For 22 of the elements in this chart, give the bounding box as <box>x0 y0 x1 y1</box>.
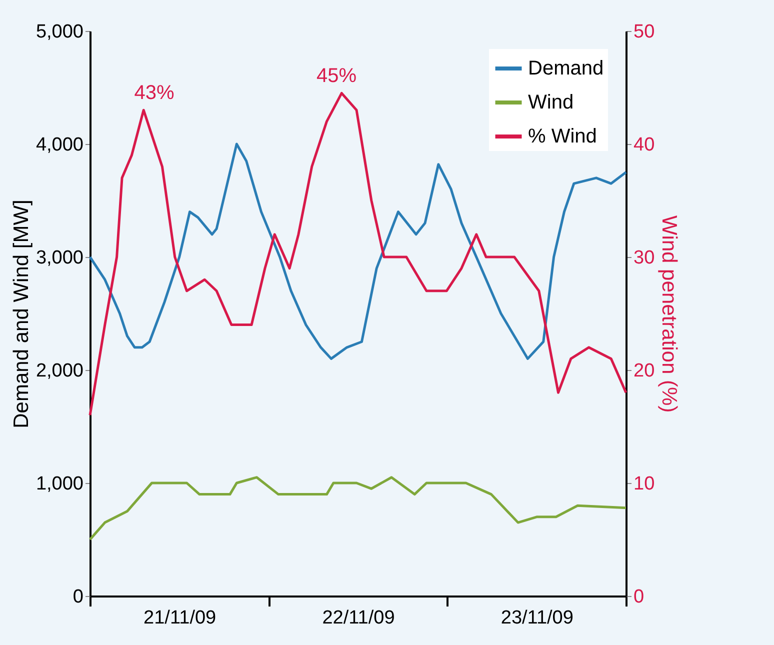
legend-label: Demand <box>528 58 604 80</box>
y-tick-label: 1,000 <box>36 474 84 494</box>
y2-tick-label: 40 <box>634 134 655 156</box>
annotation: 43% <box>134 82 175 104</box>
y2-tick-label: 20 <box>634 360 655 382</box>
y-tick-label: 0 <box>72 586 84 608</box>
y-axis-title: Demand and Wind [MW] <box>10 200 33 428</box>
y2-tick-label: 0 <box>634 586 644 608</box>
y-tick-label: 2,000 <box>36 360 84 382</box>
legend-label: % Wind <box>528 126 597 148</box>
y2-axis-title: Wind penetration (%) <box>658 215 681 413</box>
x-tick-label: 21/11/09 <box>144 608 216 628</box>
y-tick-label: 5,000 <box>36 22 84 42</box>
y-tick-label: 3,000 <box>36 248 84 268</box>
x-tick-label: 22/11/09 <box>322 608 395 628</box>
y2-tick-label: 10 <box>634 474 655 494</box>
y2-tick-label: 50 <box>634 22 655 42</box>
y-tick-label: 4,000 <box>36 134 84 156</box>
legend-label: Wind <box>528 92 574 114</box>
y2-tick-label: 30 <box>634 248 655 268</box>
annotation: 45% <box>316 65 357 88</box>
x-tick-label: 23/11/09 <box>500 608 574 628</box>
